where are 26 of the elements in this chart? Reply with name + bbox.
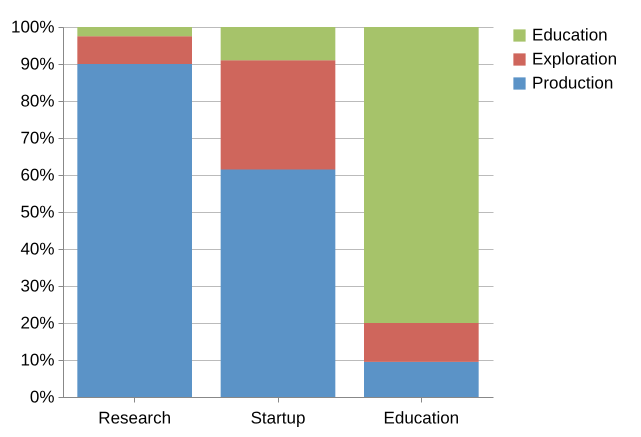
legend-label: Production	[532, 74, 614, 92]
bar	[77, 36, 192, 64]
bar	[220, 169, 336, 397]
bar	[220, 60, 336, 170]
y-tick-label: 90%	[20, 54, 54, 74]
y-tick-label: 30%	[20, 276, 54, 296]
legend-label: Exploration	[532, 50, 618, 68]
bar	[364, 27, 479, 323]
x-tick-label: Startup	[250, 408, 306, 428]
y-tick-label: 50%	[20, 202, 54, 222]
bar	[364, 362, 479, 397]
y-tick-label: 70%	[20, 128, 54, 148]
bar	[77, 27, 192, 36]
y-tick-label: 0%	[30, 388, 54, 406]
y-tick-label: 40%	[20, 240, 54, 258]
y-tick-label: 100%	[11, 18, 54, 36]
legend-label: Education	[532, 26, 608, 44]
bar	[220, 27, 336, 60]
bar	[77, 64, 192, 397]
y-tick-label: 60%	[20, 166, 54, 184]
bar	[364, 323, 479, 362]
y-tick-label: 20%	[20, 314, 54, 332]
x-tick-label: Education	[384, 408, 460, 428]
y-tick-label: 80%	[20, 92, 54, 110]
x-tick-label: Research	[98, 408, 172, 428]
y-tick-label: 10%	[20, 350, 54, 370]
